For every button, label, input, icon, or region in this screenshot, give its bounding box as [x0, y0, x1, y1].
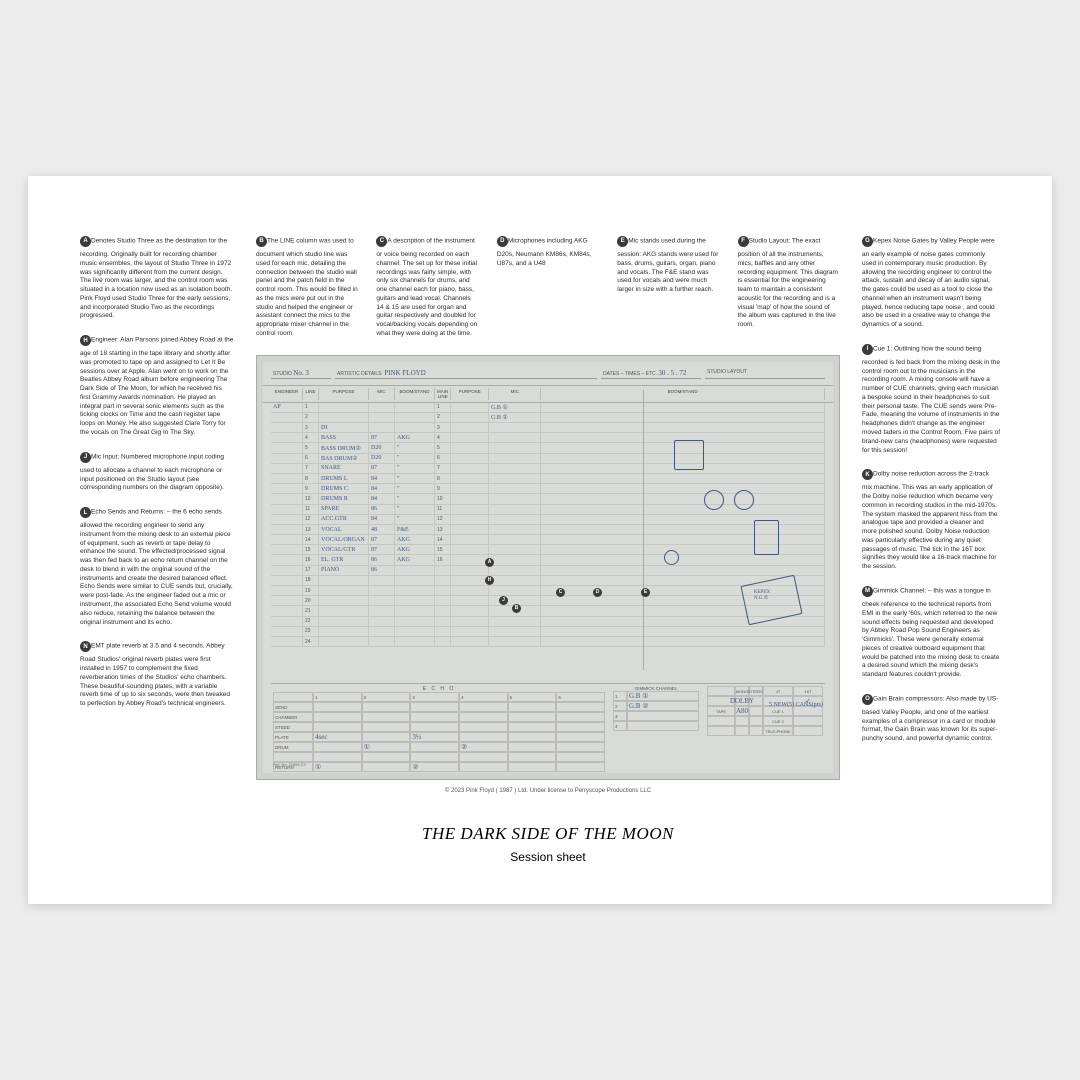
- ref-number: Ref. No. 11699 CY: [273, 762, 306, 767]
- marker-H: H: [485, 576, 494, 585]
- album-title: THE DARK SIDE OF THE MOON: [256, 824, 840, 844]
- col-purp2: PURPOSE: [451, 388, 489, 400]
- bottom-section: E C H O 123456SENDCHAMBERSTEEDPLATE4sec3…: [271, 683, 825, 765]
- note-C: CA description of the instrument or voic…: [376, 236, 478, 339]
- note-H: HEngineer: Alan Parsons joined Abbey Roa…: [80, 335, 234, 438]
- subtitle: Session sheet: [256, 850, 840, 864]
- badge-J: J: [80, 452, 91, 463]
- badge-D: D: [497, 236, 508, 247]
- note-G: GKepex Noise Gates by Valley People were…: [862, 236, 1000, 330]
- badge-O: O: [862, 694, 873, 705]
- note-I: ICue 1: Outlining how the sound being re…: [862, 344, 1000, 455]
- note-F: FStudio Layout: The exact position of al…: [738, 236, 840, 330]
- dates-val: 30 . 5 . 72: [658, 369, 686, 377]
- marker-D: D: [593, 588, 602, 597]
- studio-layout-sketch: KEPEXN.G.①: [643, 390, 823, 670]
- col-mic: MIC: [369, 388, 395, 400]
- note-O: OGain Brain compressors: Also made by US…: [862, 694, 1000, 744]
- marker-C: C: [556, 588, 565, 597]
- badge-G: G: [862, 236, 873, 247]
- hdr-layout: STUDIO LAYOUT: [705, 368, 825, 379]
- col-line: LINE: [303, 388, 319, 400]
- gimmick-section: GIMMICK CHANNEL 1G.B ①2G.B ②34: [611, 684, 701, 765]
- badge-N: N: [80, 641, 91, 652]
- top-row: BThe LINE column was used to document wh…: [256, 236, 840, 339]
- badge-B: B: [256, 236, 267, 247]
- badge-A: A: [80, 236, 91, 247]
- col-boom: BOOM/STAND: [395, 388, 435, 400]
- marker-J: J: [499, 596, 508, 605]
- studio-val: No. 3: [293, 369, 309, 377]
- hdr-studio: STUDIO: [273, 371, 292, 377]
- document-page: ADenotes Studio Three as the destination…: [28, 176, 1052, 904]
- note-A: ADenotes Studio Three as the destination…: [80, 236, 234, 321]
- middle-column: BThe LINE column was used to document wh…: [256, 236, 840, 864]
- session-sheet-image: STUDIO No. 3 ARTISTIC DETAILS PINK FLOYD…: [256, 355, 840, 780]
- note-E: EMic stands used during the session: AKG…: [617, 236, 719, 295]
- cans-note: 5 NEW(5) CANS(prs): [769, 702, 823, 708]
- echo-section: E C H O 123456SENDCHAMBERSTEEDPLATE4sec3…: [271, 684, 607, 765]
- note-D: DMicrophones including AKG D20s, Neumann…: [497, 236, 599, 269]
- note-N: NEMT plate reverb at 3.5 and 4 seconds. …: [80, 641, 234, 709]
- artist-val: PINK FLOYD: [384, 369, 425, 377]
- badge-E: E: [617, 236, 628, 247]
- note-J: JMic Input: Numbered microphone input co…: [80, 452, 234, 493]
- badge-F: F: [738, 236, 749, 247]
- copyright: © 2023 Pink Floyd ( 1987 ) Ltd. Under li…: [256, 788, 840, 794]
- col-mline: MAIN LINE: [435, 388, 451, 400]
- badge-C: C: [376, 236, 387, 247]
- hdr-artist: ARTISTIC DETAILS: [337, 371, 382, 377]
- badge-H: H: [80, 335, 91, 346]
- note-L: LEcho Sends and Returns: – the 6 echo se…: [80, 507, 234, 627]
- marker-B: B: [512, 604, 521, 613]
- hdr-dates: DATES – TIMES – ETC.: [603, 371, 657, 377]
- col-mic2: MIC: [489, 388, 541, 400]
- marker-A: A: [485, 558, 494, 567]
- col-purp: PURPOSE: [319, 388, 369, 400]
- right-column: GKepex Noise Gates by Valley People were…: [862, 236, 1000, 864]
- session-sheet: STUDIO No. 3 ARTISTIC DETAILS PINK FLOYD…: [263, 362, 833, 773]
- columns: ADenotes Studio Three as the destination…: [80, 236, 1000, 864]
- badge-L: L: [80, 507, 91, 518]
- badge-I: I: [862, 344, 873, 355]
- marker-E: E: [641, 588, 650, 597]
- note-B: BThe LINE column was used to document wh…: [256, 236, 358, 339]
- col-eng: ENGINEER: [271, 388, 303, 400]
- tape-section: MONOSTEREO4T16T DOLBY✓ TAPEA80CUE 1 CUE …: [705, 684, 825, 765]
- badge-M: M: [862, 586, 873, 597]
- note-M: MGimmick Channel: – this was a tongue in…: [862, 586, 1000, 680]
- badge-K: K: [862, 469, 873, 480]
- note-K: KDolby noise reduction across the 2-trac…: [862, 469, 1000, 572]
- left-column: ADenotes Studio Three as the destination…: [80, 236, 234, 864]
- title-block: THE DARK SIDE OF THE MOON Session sheet: [256, 824, 840, 864]
